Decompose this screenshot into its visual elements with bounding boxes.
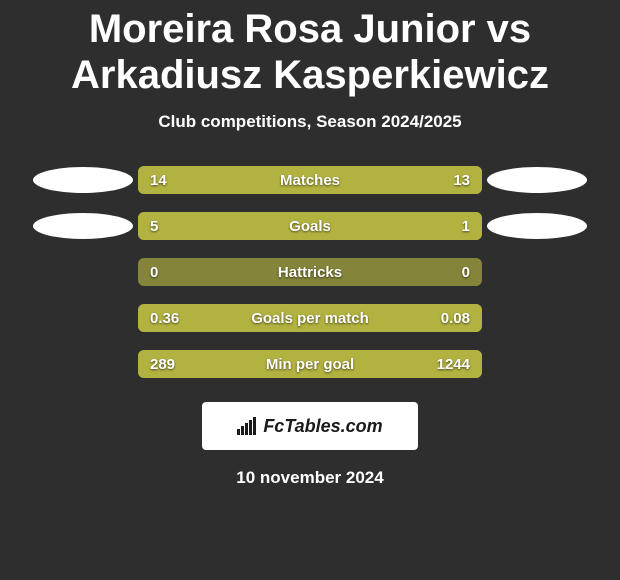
comparison-infographic: Moreira Rosa Junior vs Arkadiusz Kasperk… (0, 0, 620, 580)
left-value: 0 (150, 264, 158, 281)
player-ellipse-left (33, 213, 133, 239)
player-ellipse-right (487, 167, 587, 193)
brand-box: FcTables.com (202, 402, 418, 450)
subtitle: Club competitions, Season 2024/2025 (0, 112, 620, 132)
stat-label: Matches (280, 172, 340, 189)
right-value: 0 (462, 264, 470, 281)
page-title: Moreira Rosa Junior vs Arkadiusz Kasperk… (0, 0, 620, 98)
player-ellipse-right (487, 213, 587, 239)
stat-label: Hattricks (278, 264, 342, 281)
stat-bar: 289 Min per goal 1244 (138, 350, 482, 378)
stat-bar: 14 Matches 13 (138, 166, 482, 194)
right-value: 13 (453, 172, 470, 189)
right-side-slot (482, 213, 592, 239)
stat-row: 289 Min per goal 1244 (0, 350, 620, 378)
stat-row: 14 Matches 13 (0, 166, 620, 194)
left-value: 0.36 (150, 310, 179, 327)
right-side-slot (482, 167, 592, 193)
bar-text-layer: 289 Min per goal 1244 (138, 350, 482, 378)
left-side-slot (28, 167, 138, 193)
player-ellipse-left (33, 167, 133, 193)
left-value: 289 (150, 356, 175, 373)
brand-text: FcTables.com (263, 416, 382, 437)
stat-bar: 0.36 Goals per match 0.08 (138, 304, 482, 332)
bar-text-layer: 0 Hattricks 0 (138, 258, 482, 286)
stat-row: 0.36 Goals per match 0.08 (0, 304, 620, 332)
stat-label: Goals per match (251, 310, 369, 327)
right-value: 1244 (437, 356, 470, 373)
left-value: 14 (150, 172, 167, 189)
left-side-slot (28, 213, 138, 239)
stat-bar: 0 Hattricks 0 (138, 258, 482, 286)
stat-row: 5 Goals 1 (0, 212, 620, 240)
right-value: 0.08 (441, 310, 470, 327)
stat-row: 0 Hattricks 0 (0, 258, 620, 286)
left-value: 5 (150, 218, 158, 235)
bar-text-layer: 14 Matches 13 (138, 166, 482, 194)
bar-text-layer: 0.36 Goals per match 0.08 (138, 304, 482, 332)
stat-rows: 14 Matches 13 5 Goals 1 0 Hattricks 0 0.36 Goals p… (0, 166, 620, 378)
stat-label: Goals (289, 218, 331, 235)
right-value: 1 (462, 218, 470, 235)
bar-text-layer: 5 Goals 1 (138, 212, 482, 240)
stat-bar: 5 Goals 1 (138, 212, 482, 240)
date-text: 10 november 2024 (0, 468, 620, 488)
stat-label: Min per goal (266, 356, 354, 373)
chart-icon (237, 417, 257, 435)
